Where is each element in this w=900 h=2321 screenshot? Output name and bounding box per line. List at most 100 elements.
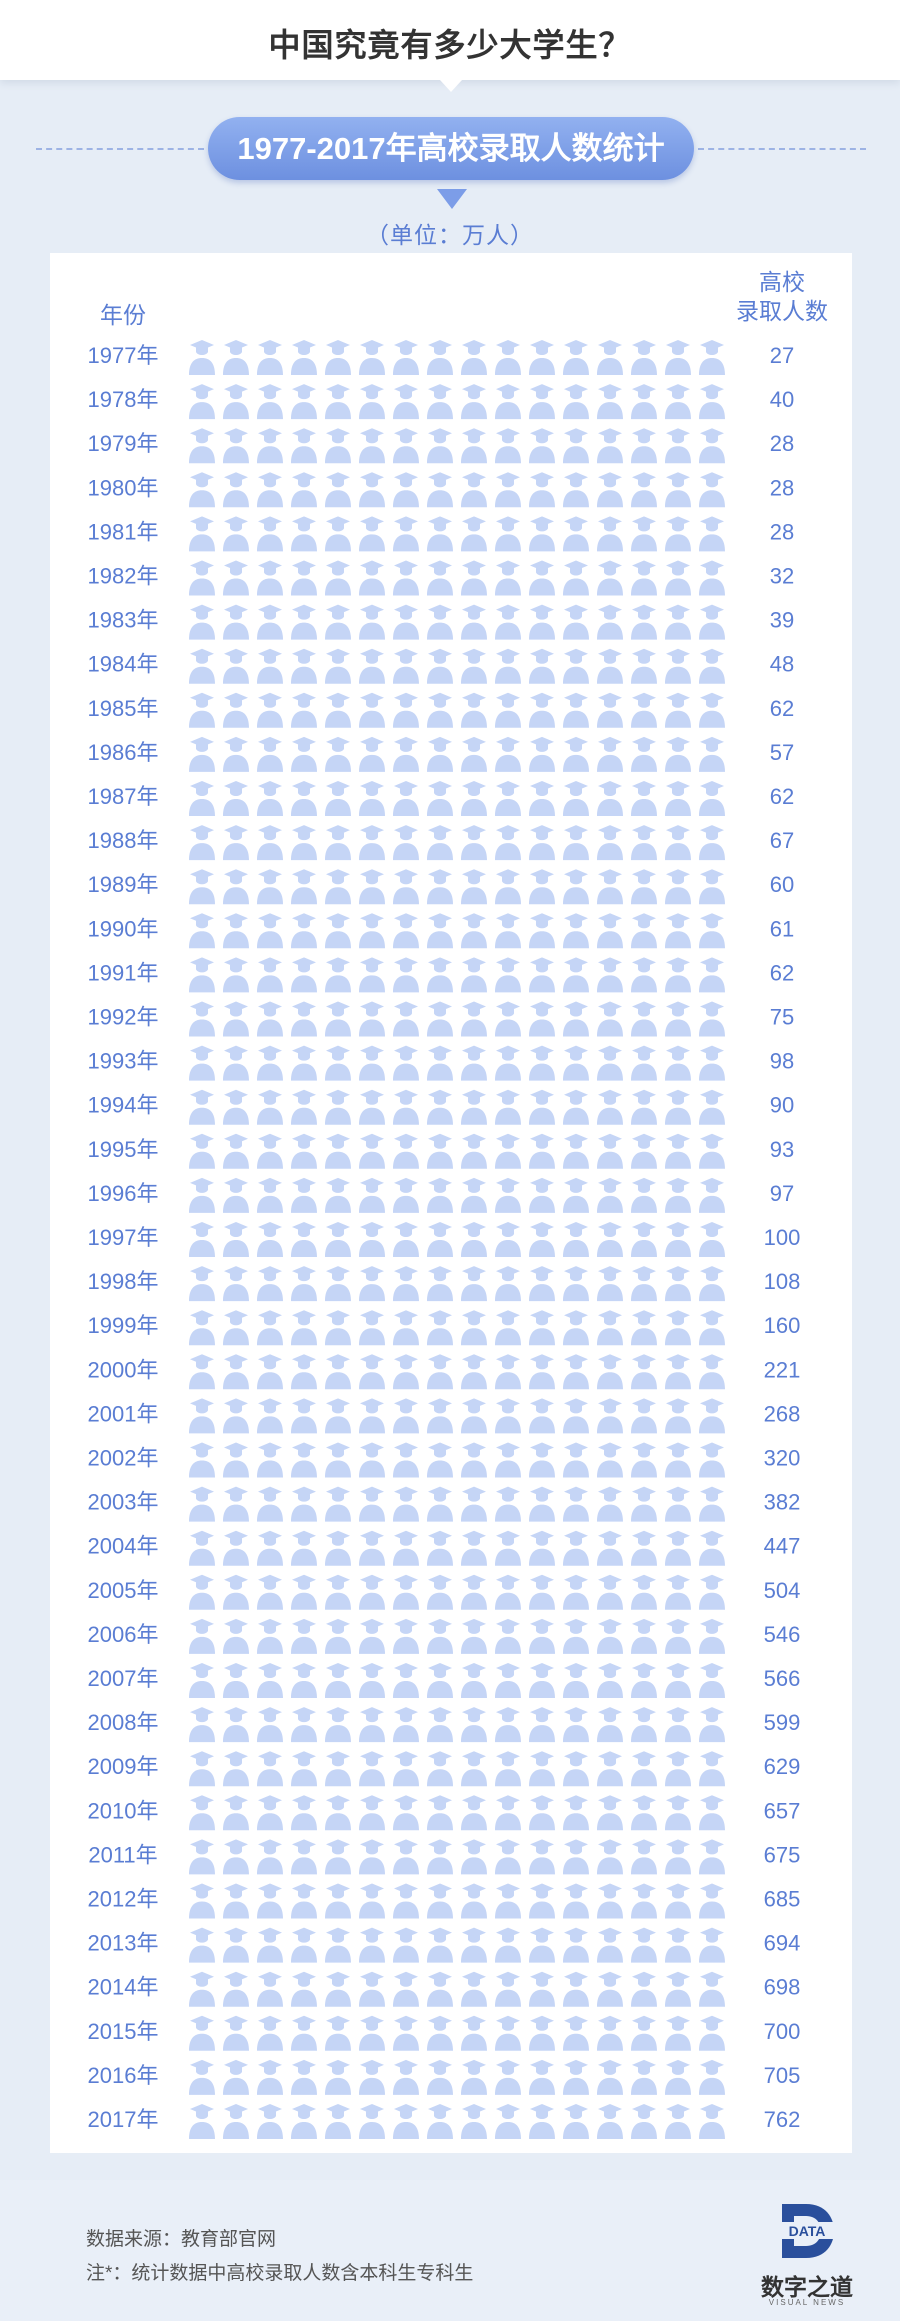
graduate-icon-empty [291, 1133, 317, 1169]
graduate-icon-empty [597, 1530, 623, 1566]
graduate-icon-empty [325, 825, 351, 861]
graduate-icon-empty [325, 869, 351, 905]
year-label: 1982年 [88, 564, 159, 589]
graduate-icon-empty [665, 472, 691, 508]
graduate-icon-empty [359, 604, 385, 640]
value-label: 694 [764, 1931, 801, 1956]
graduate-icon-empty [359, 1663, 385, 1698]
graduate-icon-empty [699, 692, 725, 728]
graduate-icon-empty [291, 825, 317, 861]
graduate-icon-empty [223, 1354, 249, 1390]
graduate-icon-empty [427, 736, 453, 772]
graduate-icon-empty [597, 781, 623, 816]
year-label: 1981年 [88, 519, 159, 544]
graduate-icon-empty [461, 1927, 487, 1963]
graduate-icon-empty [359, 1177, 385, 1213]
chart-row: 1985年 62 [88, 692, 794, 728]
graduate-icon-empty [665, 2104, 691, 2139]
graduate-icon-empty [359, 1530, 385, 1566]
graduate-icon-empty [393, 869, 419, 905]
year-label: 1978年 [88, 387, 159, 412]
graduate-icon-empty [427, 957, 453, 993]
graduate-icon-empty [665, 1266, 691, 1302]
year-column-header: 年份 [100, 302, 146, 328]
graduate-icon-empty [257, 516, 283, 552]
graduate-icon-empty [359, 472, 385, 508]
count-header-line2: 录取人数 [736, 298, 828, 324]
unit-label: （单位：万人） [366, 222, 534, 248]
graduate-icon-empty [495, 2104, 521, 2139]
graduate-icon-empty [325, 1354, 351, 1390]
graduate-icon-empty [461, 1618, 487, 1654]
graduate-icon-empty [189, 825, 215, 861]
graduate-icon-empty [359, 1574, 385, 1610]
graduate-icon-empty [359, 648, 385, 684]
value-label: 75 [770, 1005, 794, 1030]
graduate-icon-empty [291, 692, 317, 728]
value-label: 675 [764, 1842, 801, 1867]
graduate-icon-empty [291, 1883, 317, 1919]
graduate-icon-empty [665, 1574, 691, 1610]
graduate-icon-empty [223, 1398, 249, 1434]
graduate-icon-empty [631, 1795, 657, 1831]
value-label: 67 [770, 828, 794, 853]
chart-row: 2003年 382 [88, 1486, 800, 1522]
graduate-icon-empty [393, 1222, 419, 1257]
graduate-icon-empty [665, 648, 691, 684]
chart-subtitle: 1977-2017年高校录取人数统计 [208, 117, 694, 180]
graduate-icon-empty [427, 1222, 453, 1257]
graduate-icon-empty [563, 1971, 589, 2007]
graduate-icon-empty [563, 1927, 589, 1963]
graduate-icon-empty [631, 1133, 657, 1169]
value-label: 685 [764, 1887, 801, 1912]
year-label: 1997年 [88, 1225, 159, 1250]
value-label: 57 [770, 740, 794, 765]
graduate-icon-empty [563, 2059, 589, 2095]
graduate-icon-empty [359, 736, 385, 772]
graduate-icon-empty [563, 1310, 589, 1346]
graduate-icon-empty [529, 2015, 555, 2051]
graduate-icon-empty [393, 1574, 419, 1610]
graduate-icon-empty [291, 1222, 317, 1257]
graduate-icon-empty [325, 648, 351, 684]
graduate-icon-empty [393, 1751, 419, 1787]
graduate-icon-empty [291, 1839, 317, 1875]
graduate-icon-empty [325, 1663, 351, 1698]
graduate-icon-empty [529, 340, 555, 375]
graduate-icon-empty [427, 428, 453, 464]
graduate-icon-empty [359, 1707, 385, 1743]
graduate-icon-empty [427, 869, 453, 905]
graduate-icon-empty [631, 1222, 657, 1257]
graduate-icon-empty [563, 384, 589, 420]
value-label: 657 [764, 1798, 801, 1823]
graduate-icon-empty [495, 1530, 521, 1566]
graduate-icon-empty [257, 1310, 283, 1346]
graduate-icon-empty [699, 1310, 725, 1346]
graduate-icon-empty [461, 560, 487, 596]
graduate-icon-empty [461, 1751, 487, 1787]
graduate-icon-empty [699, 2059, 725, 2095]
value-label: 546 [764, 1622, 801, 1647]
graduate-icon-empty [563, 692, 589, 728]
graduate-icon-empty [699, 869, 725, 905]
graduate-icon-empty [291, 1001, 317, 1037]
graduate-icon-empty [495, 560, 521, 596]
graduate-icon-empty [257, 648, 283, 684]
graduate-icon-empty [189, 1574, 215, 1610]
graduate-icon-empty [699, 604, 725, 640]
chart-row: 1986年 57 [88, 736, 794, 772]
graduate-icon-empty [359, 2015, 385, 2051]
graduate-icon-empty [563, 1089, 589, 1125]
graduate-icon-empty [699, 1133, 725, 1169]
graduate-icon-empty [665, 428, 691, 464]
graduate-icon-empty [597, 1001, 623, 1037]
graduate-icon-empty [563, 516, 589, 552]
graduate-icon-empty [495, 1618, 521, 1654]
graduate-icon-empty [665, 1354, 691, 1390]
graduate-icon-empty [461, 1001, 487, 1037]
graduate-icon-empty [359, 781, 385, 816]
graduate-icon-empty [461, 1574, 487, 1610]
graduate-icon-empty [189, 1089, 215, 1125]
dashed-divider-right [698, 148, 866, 150]
graduate-icon-empty [325, 1398, 351, 1434]
